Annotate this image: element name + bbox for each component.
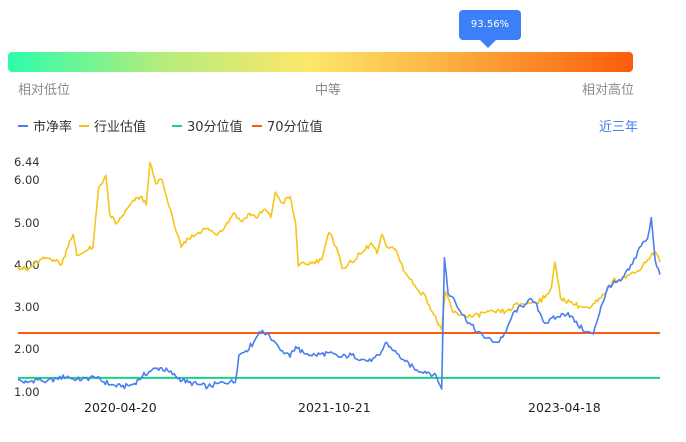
x-tick-label: 2020-04-20 [84, 400, 157, 415]
y-tick-label: 5.00 [14, 216, 40, 230]
legend-label-pb: 市净率 [33, 120, 73, 135]
y-tick-label: 6.00 [14, 173, 40, 187]
valuation-gradient-bar [8, 52, 633, 72]
percentile-value: 93.56% [470, 19, 510, 30]
x-tick-label: 2023-04-18 [528, 400, 601, 415]
y-tick-label: 1.00 [14, 385, 40, 399]
legend-swatch-pb [18, 124, 28, 127]
percentile-tooltip: 93.56% [459, 10, 521, 40]
legend-swatch-p30 [172, 124, 182, 127]
legend-label-industry: 行业估值 [94, 120, 147, 135]
legend-swatch-p70 [252, 124, 262, 127]
legend-label-p70: 70分位值 [267, 120, 323, 135]
legend-item-p30[interactable]: 30分位值 [172, 116, 243, 135]
series-industry-line [17, 161, 661, 331]
legend-item-pb[interactable]: 市净率 [18, 116, 72, 135]
scale-label-high: 相对高位 [582, 83, 635, 98]
y-tick-label: 2.00 [14, 342, 40, 356]
tooltip-pointer [480, 40, 496, 48]
period-selector[interactable]: 近三年 [599, 120, 639, 135]
series-pb-line [17, 216, 661, 390]
y-tick-label: 3.00 [14, 300, 40, 314]
legend-swatch-industry [79, 124, 89, 127]
legend-item-p70[interactable]: 70分位值 [252, 116, 323, 135]
x-tick-label: 2021-10-21 [298, 400, 371, 415]
scale-label-low: 相对低位 [18, 83, 71, 98]
scale-label-mid: 中等 [315, 83, 342, 98]
legend-item-industry[interactable]: 行业估值 [79, 116, 146, 135]
y-tick-label: 6.44 [14, 155, 40, 169]
legend-label-p30: 30分位值 [187, 120, 243, 135]
